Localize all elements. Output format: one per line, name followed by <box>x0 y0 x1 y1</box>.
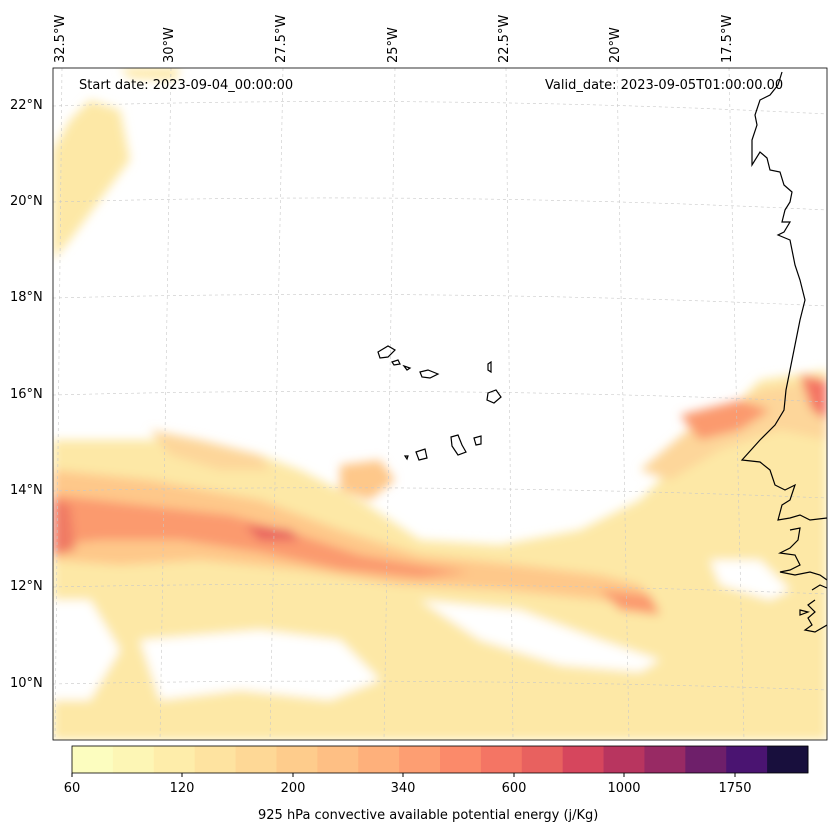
colorbar-segment <box>726 746 768 773</box>
lon-label-32-5w: 32.5°W <box>53 14 68 63</box>
colorbar-segment <box>399 746 441 773</box>
colorbar-tick: 60 <box>63 781 81 796</box>
gridlines <box>53 68 827 740</box>
colorbar-segment <box>603 746 645 773</box>
colorbar-label: 925 hPa convective available potential e… <box>258 808 599 823</box>
lat-label-10n: 10°N <box>10 676 43 691</box>
colorbar-segment <box>112 746 155 773</box>
africa-coastline-south <box>777 527 827 633</box>
lat-label-20n: 20°N <box>10 194 43 209</box>
lat-label-12n: 12°N <box>10 579 43 594</box>
colorbar-tick: 200 <box>280 781 306 796</box>
lon-label-27-5w: 27.5°W <box>274 14 289 63</box>
cape-verde-islands <box>377 345 502 461</box>
map-frame <box>52 67 828 741</box>
colorbar-segment <box>276 746 318 773</box>
cape-field <box>53 68 827 740</box>
colorbar-segment <box>153 746 196 773</box>
lon-label-17-5w: 17.5°W <box>720 14 735 63</box>
lon-label-22-5w: 22.5°W <box>497 14 512 63</box>
colorbar-segment <box>440 746 482 773</box>
colorbar-segment <box>72 746 114 773</box>
colorbar-segment <box>562 746 605 773</box>
colorbar-tick: 1750 <box>718 781 752 796</box>
colorbar-segment <box>358 746 400 773</box>
colorbar-segment <box>317 746 359 773</box>
colorbar-segment <box>644 746 686 773</box>
africa-coastline <box>740 71 827 521</box>
colorbar-segment <box>480 746 523 773</box>
lat-label-14n: 14°N <box>10 483 43 498</box>
colorbar-tick: 600 <box>501 781 527 796</box>
lon-label-20w: 20°W <box>608 27 623 63</box>
lon-label-25w: 25°W <box>386 27 401 63</box>
colorbar <box>71 745 809 777</box>
colorbar-tick: 340 <box>390 781 416 796</box>
colorbar-segment <box>521 746 564 773</box>
colorbar-segment <box>767 746 809 773</box>
colorbar-frame <box>71 745 809 774</box>
colorbar-segment <box>685 746 727 773</box>
lat-label-18n: 18°N <box>10 290 43 305</box>
colorbar-segment <box>194 746 237 773</box>
valid-date-label: Valid_date: 2023-09-05T01:00:00.00 <box>545 78 784 93</box>
colorbar-segment <box>235 746 277 773</box>
colorbar-tick: 120 <box>169 781 195 796</box>
start-date-label: Start date: 2023-09-04_00:00:00 <box>79 78 294 93</box>
lat-label-16n: 16°N <box>10 387 43 402</box>
lon-label-30w: 30°W <box>162 27 177 63</box>
colorbar-tick: 1000 <box>607 781 641 796</box>
lat-label-22n: 22°N <box>10 98 43 113</box>
